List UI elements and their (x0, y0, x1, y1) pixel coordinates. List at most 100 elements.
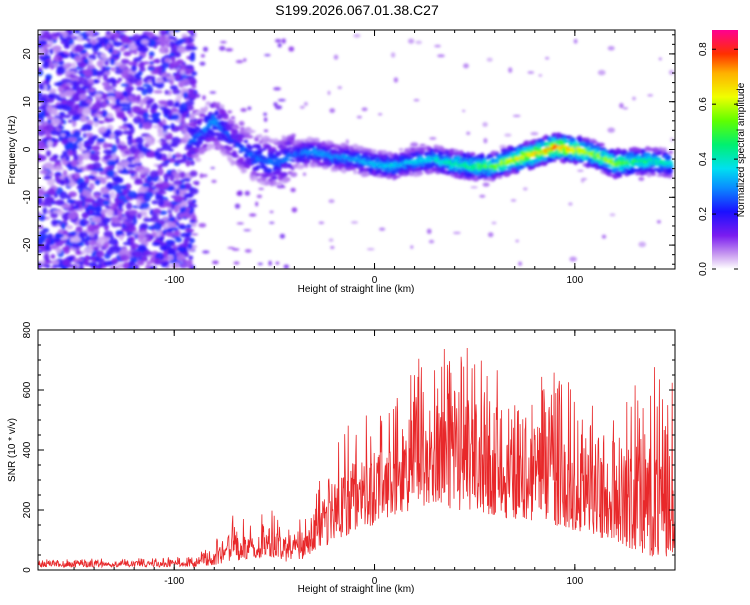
noise-blob (522, 187, 528, 191)
figure-title: S199.2026.067.01.38.C27 (275, 2, 439, 18)
ridge-blob (225, 146, 233, 152)
noise-blob (111, 82, 117, 88)
noise-blob (106, 170, 115, 178)
noise-blob (619, 102, 624, 109)
noise-blob (656, 220, 661, 224)
noise-blob (91, 218, 97, 223)
ridge-blob (376, 168, 383, 173)
spectrogram-y-tick-label: 20 (22, 48, 33, 60)
ridge-blob (501, 165, 508, 170)
noise-blob (60, 133, 66, 137)
ridge-blob (335, 150, 340, 155)
noise-blob (164, 89, 169, 95)
noise-blob (137, 244, 147, 251)
noise-blob (61, 222, 66, 230)
noise-blob (243, 229, 251, 232)
noise-blob (52, 210, 61, 214)
noise-blob (92, 44, 102, 49)
noise-blob (138, 169, 144, 175)
ridge-blob (192, 123, 197, 128)
noise-blob (95, 200, 106, 207)
noise-blob (82, 152, 90, 160)
noise-blob (176, 169, 182, 173)
noise-blob (38, 129, 46, 137)
noise-blob (132, 106, 142, 114)
noise-blob (181, 137, 187, 144)
ridge-blob (635, 172, 641, 176)
noise-blob (53, 200, 62, 205)
noise-blob (184, 100, 195, 106)
noise-blob (163, 108, 168, 116)
ridge-blob (247, 135, 254, 139)
noise-blob (273, 102, 278, 107)
noise-blob (361, 107, 368, 112)
noise-blob (273, 87, 281, 91)
noise-blob (577, 169, 584, 172)
noise-blob (58, 85, 63, 93)
noise-blob (189, 170, 198, 177)
noise-blob (114, 69, 124, 75)
ridge-blob (565, 139, 570, 143)
noise-blob (281, 38, 286, 44)
noise-blob (638, 241, 646, 248)
noise-blob (86, 145, 93, 151)
noise-blob (419, 143, 426, 147)
noise-blob (82, 80, 89, 87)
noise-blob (479, 194, 486, 198)
spectrogram-y-tick-label: 0 (22, 146, 33, 152)
noise-blob (82, 102, 90, 107)
noise-blob (128, 169, 135, 174)
ridge-blob (258, 134, 263, 138)
ridge-blob (272, 149, 278, 153)
noise-blob (106, 103, 115, 107)
noise-blob (84, 254, 90, 262)
ridge-blob (553, 158, 557, 163)
noise-blob (162, 216, 169, 222)
noise-blob (180, 232, 189, 238)
noise-blob (44, 196, 55, 203)
noise-blob (99, 171, 106, 175)
noise-blob (169, 227, 179, 231)
noise-blob (136, 86, 145, 91)
noise-blob (176, 255, 186, 261)
noise-blob (127, 123, 133, 129)
noise-blob (54, 233, 65, 239)
noise-blob (129, 145, 138, 154)
noise-blob (40, 43, 44, 47)
spectrogram-y-tick-label: 10 (22, 96, 33, 108)
spectrogram-x-tick-label: 100 (566, 275, 583, 286)
noise-blob (45, 243, 50, 251)
noise-blob (46, 115, 55, 121)
noise-blob (94, 205, 103, 213)
noise-blob (163, 173, 170, 181)
noise-blob (173, 262, 180, 269)
snr-y-tick-label: 800 (22, 321, 33, 338)
noise-blob (328, 238, 334, 242)
noise-blob (413, 99, 420, 102)
noise-blob (255, 201, 259, 207)
ridge-blob (505, 155, 512, 159)
noise-blob (48, 88, 57, 94)
noise-blob (85, 132, 94, 138)
spectrogram-marks (38, 30, 674, 269)
noise-blob (82, 189, 92, 197)
noise-blob (81, 212, 89, 219)
noise-blob (126, 110, 133, 115)
ridge-blob (362, 172, 370, 177)
noise-blob (126, 232, 132, 237)
noise-blob (398, 148, 404, 152)
noise-blob (110, 34, 115, 41)
noise-blob (162, 125, 171, 129)
noise-blob (607, 127, 615, 133)
snr-x-tick-label: 100 (566, 576, 583, 587)
noise-blob (622, 107, 629, 110)
noise-blob (128, 44, 137, 51)
noise-blob (108, 245, 119, 252)
ridge-blob (255, 165, 261, 169)
noise-blob (98, 168, 105, 173)
ridge-blob (408, 172, 415, 177)
noise-blob (44, 260, 53, 264)
noise-blob (173, 254, 178, 262)
noise-blob (83, 123, 91, 128)
noise-blob (149, 208, 154, 216)
